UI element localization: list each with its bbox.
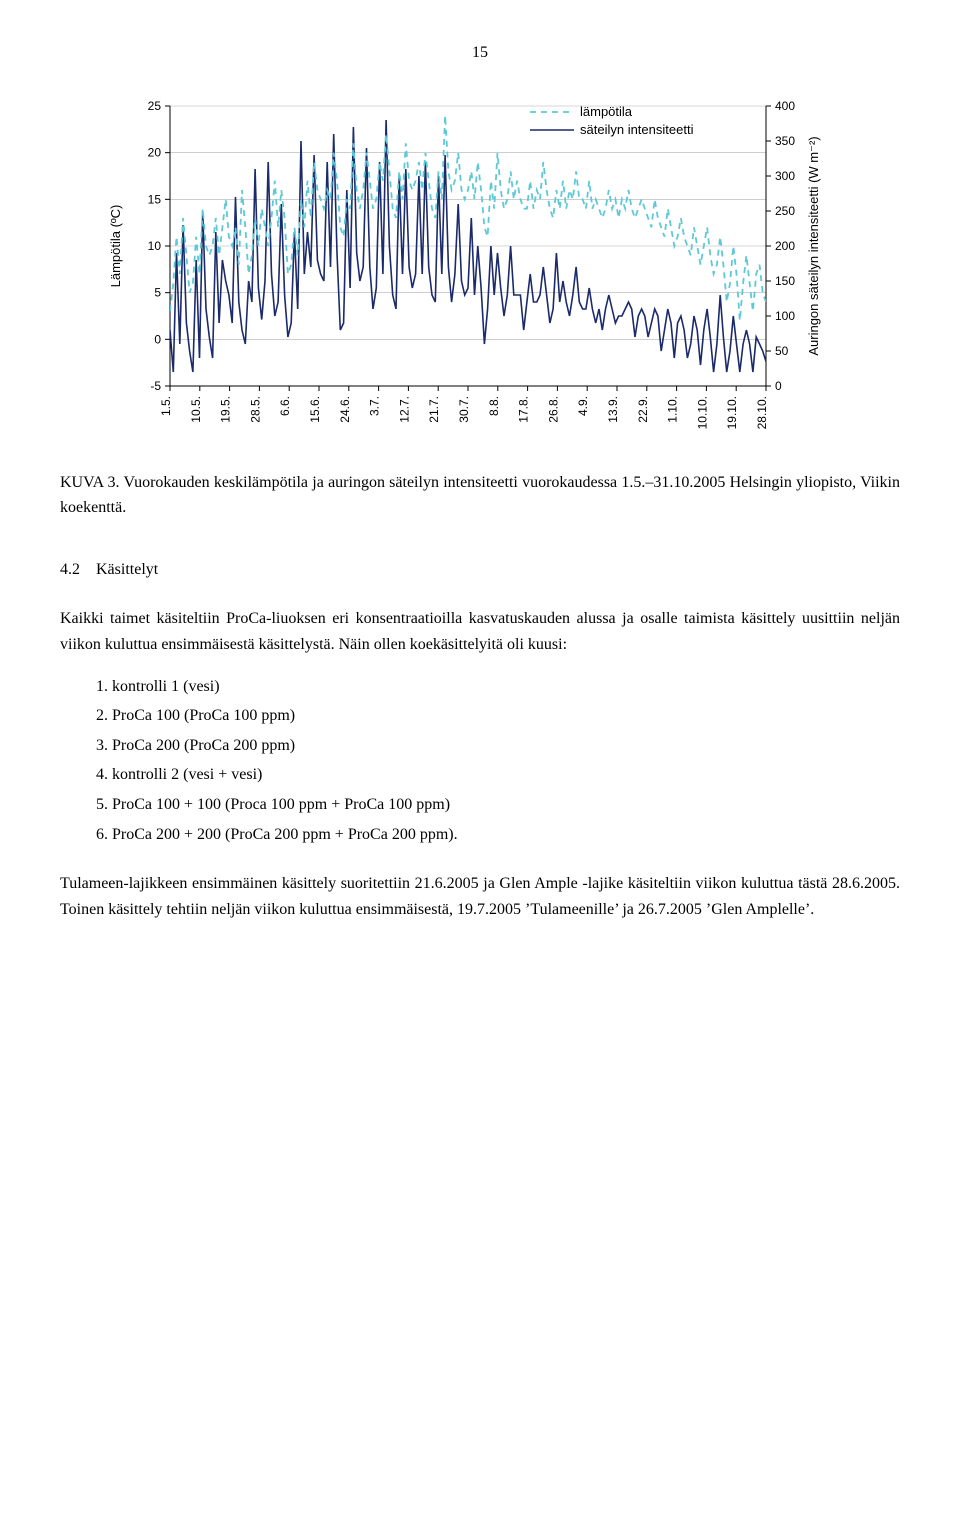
chart-container: -505101520250501001502002503003504001.5.… xyxy=(100,86,860,446)
svg-text:50: 50 xyxy=(775,344,789,358)
svg-text:25: 25 xyxy=(148,99,162,113)
svg-text:10: 10 xyxy=(148,239,162,253)
svg-text:26.8.: 26.8. xyxy=(546,396,560,423)
list-item: kontrolli 1 (vesi) xyxy=(112,674,900,700)
svg-text:säteilyn intensiteetti: säteilyn intensiteetti xyxy=(580,122,694,137)
svg-text:0: 0 xyxy=(775,379,782,393)
svg-text:15: 15 xyxy=(148,192,162,206)
svg-text:20: 20 xyxy=(148,145,162,159)
svg-text:1.10.: 1.10. xyxy=(666,396,680,423)
list-item: ProCa 200 + 200 (ProCa 200 ppm + ProCa 2… xyxy=(112,822,900,848)
svg-text:24.6.: 24.6. xyxy=(338,396,352,423)
svg-text:100: 100 xyxy=(775,309,795,323)
svg-text:0: 0 xyxy=(154,332,161,346)
svg-text:1.5.: 1.5. xyxy=(159,396,173,416)
svg-text:-5: -5 xyxy=(150,379,161,393)
svg-text:lämpötila: lämpötila xyxy=(580,104,633,119)
svg-text:250: 250 xyxy=(775,204,795,218)
svg-text:12.7.: 12.7. xyxy=(397,396,411,423)
treatment-list: kontrolli 1 (vesi) ProCa 100 (ProCa 100 … xyxy=(60,674,900,848)
svg-text:Auringon säteilyn intensiteett: Auringon säteilyn intensiteetti (W m⁻²) xyxy=(806,136,821,355)
svg-text:300: 300 xyxy=(775,169,795,183)
svg-text:200: 200 xyxy=(775,239,795,253)
svg-text:13.9.: 13.9. xyxy=(606,396,620,423)
svg-text:15.6.: 15.6. xyxy=(308,396,322,423)
figure-caption: KUVA 3. Vuorokauden keskilämpötila ja au… xyxy=(60,470,900,521)
list-item: ProCa 200 (ProCa 200 ppm) xyxy=(112,733,900,759)
svg-text:8.8.: 8.8. xyxy=(487,396,501,416)
svg-text:10.10.: 10.10. xyxy=(695,396,709,429)
section-title: Käsittelyt xyxy=(96,561,158,578)
svg-text:400: 400 xyxy=(775,99,795,113)
list-item: ProCa 100 (ProCa 100 ppm) xyxy=(112,703,900,729)
paragraph-2: Tulameen-lajikkeen ensimmäinen käsittely… xyxy=(60,871,900,922)
page-number: 15 xyxy=(60,40,900,66)
svg-text:10.5.: 10.5. xyxy=(189,396,203,423)
svg-text:28.5.: 28.5. xyxy=(248,396,262,423)
svg-text:150: 150 xyxy=(775,274,795,288)
svg-text:28.10.: 28.10. xyxy=(755,396,769,429)
svg-text:4.9.: 4.9. xyxy=(576,396,590,416)
svg-text:19.5.: 19.5. xyxy=(219,396,233,423)
svg-text:3.7.: 3.7. xyxy=(368,396,382,416)
svg-text:6.6.: 6.6. xyxy=(278,396,292,416)
svg-text:21.7.: 21.7. xyxy=(427,396,441,423)
svg-text:22.9.: 22.9. xyxy=(636,396,650,423)
paragraph-1: Kaikki taimet käsiteltiin ProCa-liuoksen… xyxy=(60,606,900,657)
svg-text:5: 5 xyxy=(154,285,161,299)
section-heading: 4.2 Käsittelyt xyxy=(60,557,900,583)
svg-text:17.8.: 17.8. xyxy=(517,396,531,423)
temperature-radiation-chart: -505101520250501001502002503003504001.5.… xyxy=(100,86,860,446)
svg-text:30.7.: 30.7. xyxy=(457,396,471,423)
list-item: kontrolli 2 (vesi + vesi) xyxy=(112,762,900,788)
svg-text:350: 350 xyxy=(775,134,795,148)
svg-text:19.10.: 19.10. xyxy=(725,396,739,429)
caption-prefix: KUVA 3. xyxy=(60,474,123,491)
section-number: 4.2 xyxy=(60,561,80,578)
list-item: ProCa 100 + 100 (Proca 100 ppm + ProCa 1… xyxy=(112,792,900,818)
caption-text: Vuorokauden keskilämpötila ja auringon s… xyxy=(60,474,900,517)
svg-text:Lämpötila (ºC): Lämpötila (ºC) xyxy=(108,204,123,287)
